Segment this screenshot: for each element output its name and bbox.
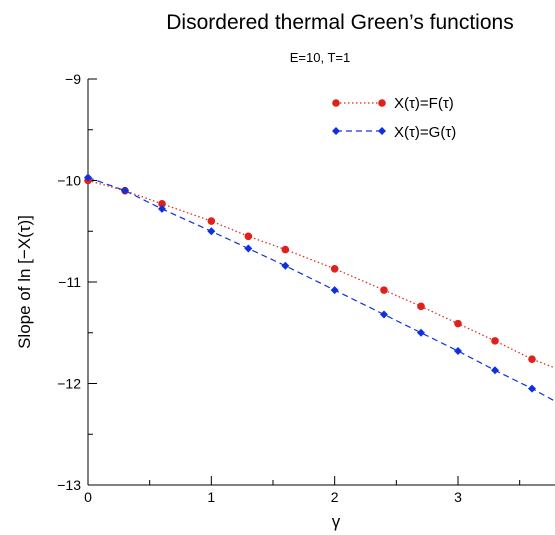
- data-point-0: [491, 337, 499, 345]
- data-point-0: [417, 302, 425, 311]
- series-line-0: [88, 179, 555, 369]
- data-point-1: [417, 328, 425, 337]
- legend: X(τ)=F(τ) X(τ)=G(τ): [332, 95, 456, 141]
- y-tick-label: −9: [65, 71, 81, 87]
- data-point-0: [244, 232, 253, 241]
- data-point-1: [380, 310, 388, 319]
- x-tick-label: 0: [84, 489, 92, 505]
- data-point-1: [491, 366, 499, 375]
- data-point-1: [528, 384, 536, 393]
- y-tick-label: −10: [57, 173, 81, 189]
- legend-marker-g-end: [378, 127, 386, 135]
- data-point-1: [330, 286, 339, 295]
- data-point-1: [207, 227, 216, 236]
- data-point-1: [281, 261, 290, 270]
- legend-label-g: X(τ)=G(τ): [394, 124, 456, 141]
- data-point-1: [158, 204, 166, 213]
- y-tick-label: −13: [57, 477, 81, 493]
- legend-label-f: X(τ)=F(τ): [394, 95, 454, 112]
- chart-title: Disordered thermal Green’s functions: [166, 11, 513, 34]
- data-point-0: [281, 245, 290, 254]
- x-tick-label: 2: [331, 489, 339, 505]
- data-point-0: [158, 200, 166, 208]
- y-tick-label: −12: [57, 376, 81, 392]
- legend-entry-f: X(τ)=F(τ): [332, 95, 454, 112]
- data-point-0: [207, 217, 216, 225]
- data-point-0: [380, 286, 388, 294]
- data-point-0: [454, 319, 462, 328]
- legend-marker-f-end: [378, 99, 386, 107]
- x-tick-label: 1: [207, 489, 215, 505]
- legend-marker-g-start: [332, 127, 340, 135]
- series-line-1: [88, 176, 555, 402]
- x-axis-label: γ: [332, 512, 341, 531]
- data-point-1: [121, 186, 129, 195]
- x-tick-label: 3: [454, 489, 462, 505]
- data-point-0: [330, 265, 339, 273]
- chart-subtitle: E=10, T=1: [290, 50, 350, 65]
- plot-area: −13 −12 −11 −10 −9 0 1 2 3: [57, 71, 555, 505]
- data-point-1: [84, 173, 92, 182]
- data-point-1: [244, 244, 253, 253]
- y-tick-label: −11: [58, 274, 81, 290]
- data-point-1: [454, 347, 462, 356]
- data-point-0: [528, 355, 536, 363]
- legend-marker-f-start: [332, 99, 340, 107]
- legend-entry-g: X(τ)=G(τ): [332, 124, 456, 141]
- y-axis-label: Slope of ln [−X(τ)]: [15, 215, 34, 349]
